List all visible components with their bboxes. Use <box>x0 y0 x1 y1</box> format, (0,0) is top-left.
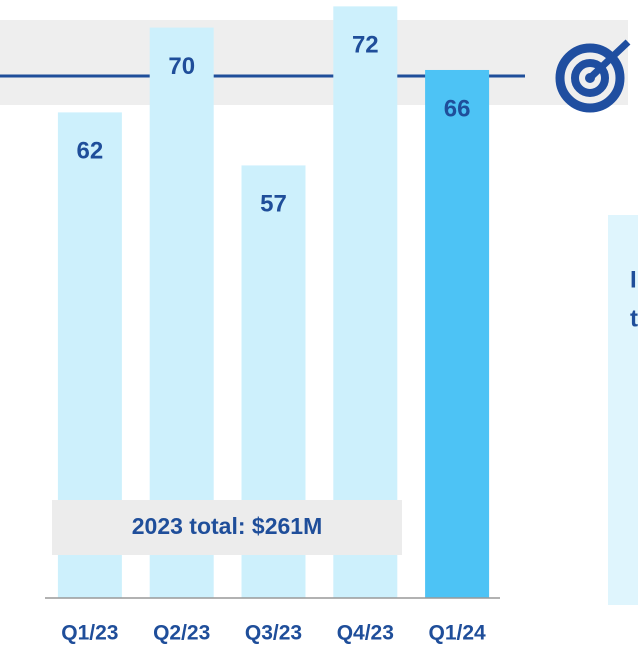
value-label: 72 <box>352 32 379 59</box>
bar <box>425 69 490 599</box>
side-text: t <box>630 305 638 332</box>
x-tick-label: Q2/23 <box>153 622 210 645</box>
side-box <box>608 215 638 605</box>
x-tick-label: Q1/24 <box>428 622 486 645</box>
target-band <box>0 20 628 105</box>
x-tick-label: Q1/23 <box>61 622 118 645</box>
bar <box>333 6 398 599</box>
target-icon <box>555 39 631 113</box>
annotation: 2023 total: $261M <box>132 513 322 539</box>
side-text: I <box>630 266 637 293</box>
annotation-box <box>52 500 402 555</box>
value-label: 57 <box>260 191 287 218</box>
value-label: 70 <box>168 53 195 80</box>
value-label: 66 <box>444 95 471 122</box>
x-tick-label: Q3/23 <box>245 622 302 645</box>
value-label: 62 <box>77 138 104 165</box>
x-tick-label: Q4/23 <box>337 622 394 645</box>
